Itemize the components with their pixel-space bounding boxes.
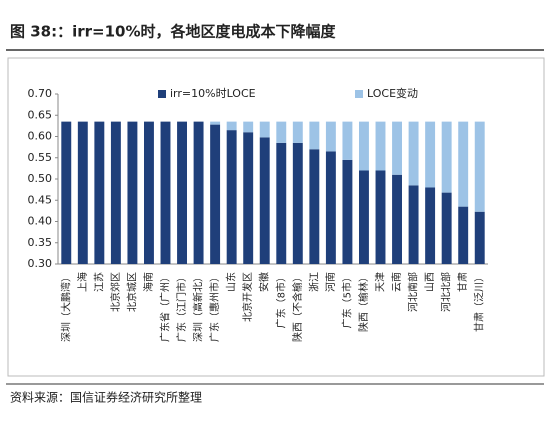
x-tick-label: 北京郊区	[109, 272, 122, 312]
y-tick-label: 0.70	[28, 87, 53, 100]
bar-segment	[375, 121, 386, 171]
x-tick-label: 河北北部	[440, 272, 453, 312]
y-tick-label: 0.55	[28, 151, 53, 164]
x-tick-label: 北京开发区	[241, 272, 254, 322]
y-tick-label: 0.60	[28, 130, 53, 143]
x-tick-label: 甘肃（泛川）	[473, 272, 486, 332]
x-tick-label: 北京城区	[125, 272, 138, 312]
bar-segment	[177, 121, 187, 264]
x-tick-label: 海南	[142, 272, 155, 292]
y-tick-label: 0.50	[28, 172, 53, 185]
x-tick-label: 广东（惠州市）	[208, 272, 221, 342]
bar-segment	[226, 121, 237, 131]
bar-segment	[441, 121, 452, 193]
y-tick-label: 0.35	[28, 236, 53, 249]
x-tick-label: 江苏	[92, 272, 105, 292]
x-tick-label: 广东（江门市）	[175, 272, 188, 342]
x-tick-label: 深圳（大鹏湾）	[59, 272, 72, 342]
x-tick-label: 广东省（广州）	[159, 272, 172, 342]
bar-segment	[309, 121, 320, 150]
bar-segment	[458, 206, 469, 264]
bar-segment	[259, 137, 270, 264]
bar-segment	[408, 185, 419, 264]
x-tick-label: 云南	[390, 272, 403, 292]
bar-segment	[325, 121, 336, 152]
x-tick-label: 河南	[324, 272, 337, 292]
bar-segment	[375, 170, 386, 264]
bar-segment	[325, 151, 336, 264]
bar-segment	[392, 121, 402, 175]
bar-segment	[276, 121, 287, 143]
bar-segment	[243, 121, 254, 133]
source: 资料来源：国信证券经济研究所整理	[10, 390, 202, 405]
x-tick-label: 广东（5市）	[340, 272, 353, 328]
x-tick-label: 浙江	[308, 272, 320, 292]
x-tick-label: 安徽	[258, 272, 271, 292]
bar-segment	[309, 149, 320, 264]
x-tick-label: 山东	[225, 272, 238, 292]
bar-segment	[425, 121, 436, 188]
bar-segment	[425, 187, 436, 264]
bar-segment	[441, 192, 452, 264]
bar-segment	[193, 121, 204, 264]
chart-frame	[7, 57, 545, 377]
bar-segment	[160, 121, 171, 264]
bar-segment	[226, 130, 237, 264]
bar-segment	[243, 132, 254, 264]
bar-segment	[61, 121, 72, 264]
x-tick-label: 陕西（不含榆）	[291, 272, 304, 342]
bar-segment	[458, 121, 469, 207]
bar-segment	[127, 121, 138, 264]
bar-segment	[474, 211, 485, 264]
bar-segment	[77, 121, 88, 264]
legend-swatch	[355, 90, 363, 98]
x-tick-label: 甘肃	[456, 272, 469, 292]
x-tick-label: 陕西（榆林）	[357, 272, 370, 332]
y-tick-label: 0.40	[28, 215, 53, 228]
bar-segment	[210, 121, 221, 125]
y-tick-label: 0.65	[28, 108, 53, 121]
x-tick-label: 深圳（高新北）	[192, 272, 205, 342]
bar-segment	[210, 124, 221, 264]
legend-swatch	[158, 90, 166, 98]
x-tick-label: 天津	[375, 272, 387, 292]
chart-title: 图 38:：irr=10%时，各地区度电成本下降幅度	[10, 23, 337, 41]
bar-segment	[342, 121, 353, 160]
bar-segment	[474, 121, 485, 212]
x-tick-label: 河北南部	[407, 272, 420, 312]
bar-segment	[292, 121, 303, 143]
bar-segment	[276, 142, 287, 264]
bar-segment	[292, 142, 303, 264]
legend-label: LOCE变动	[367, 86, 418, 100]
x-tick-label: 上海	[76, 272, 89, 292]
bar-segment	[110, 121, 121, 264]
y-tick-label: 0.45	[28, 193, 53, 206]
bar-segment	[392, 174, 402, 264]
legend-label: irr=10%时LOCE	[170, 87, 256, 100]
bar-segment	[359, 121, 369, 171]
x-tick-label: 广东（8市）	[274, 272, 287, 328]
bar-segment	[408, 121, 419, 186]
bar-segment	[359, 170, 369, 264]
bar-segment	[144, 121, 154, 264]
x-tick-label: 山西	[424, 272, 436, 292]
bar-segment	[94, 121, 105, 264]
y-tick-label: 0.30	[28, 257, 53, 270]
bar-segment	[259, 121, 270, 138]
bar-segment	[342, 159, 353, 264]
